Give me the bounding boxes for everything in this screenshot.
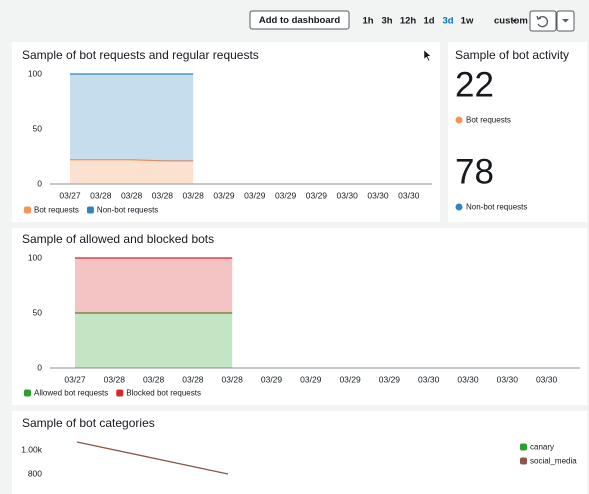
x-tick-label: 03/28 bbox=[121, 190, 143, 200]
area bbox=[70, 159, 194, 184]
caret bbox=[562, 19, 569, 23]
x-tick-label: 03/30 bbox=[337, 190, 359, 200]
legend-swatch bbox=[24, 206, 31, 214]
widget-title: Sample of bot activity bbox=[455, 48, 569, 62]
x-tick-label: 03/30 bbox=[418, 374, 440, 384]
area bbox=[70, 74, 194, 161]
legend-label: canary bbox=[530, 443, 554, 452]
y-tick-label: 50 bbox=[33, 123, 43, 133]
x-tick-label: 03/29 bbox=[244, 190, 266, 200]
x-tick-label: 03/30 bbox=[398, 190, 420, 200]
y-tick-label: 1.00k bbox=[21, 444, 43, 454]
line bbox=[76, 441, 229, 475]
legend-swatch bbox=[24, 389, 31, 397]
caret bbox=[512, 20, 517, 23]
panel bbox=[448, 42, 587, 222]
legend-swatch bbox=[455, 203, 463, 211]
y-tick-label: 50 bbox=[33, 307, 43, 317]
x-tick-label: 03/28 bbox=[143, 374, 165, 384]
x-tick-label: 03/29 bbox=[379, 374, 401, 384]
legend-label: Allowed bot requests bbox=[34, 389, 108, 398]
legend-label: Blocked bot requests bbox=[126, 389, 201, 398]
x-tick-label: 03/29 bbox=[213, 190, 235, 200]
stat-value: 78 bbox=[455, 152, 494, 191]
widget-title: Sample of allowed and blocked bots bbox=[22, 232, 214, 246]
time-range[interactable]: 1w bbox=[461, 16, 474, 27]
x-tick-label: 03/27 bbox=[59, 190, 81, 200]
x-tick-label: 03/30 bbox=[457, 374, 479, 384]
x-tick-label: 03/29 bbox=[306, 190, 328, 200]
stat-label: Non-bot requests bbox=[466, 203, 527, 212]
legend-swatch bbox=[455, 116, 463, 124]
add-button[interactable] bbox=[249, 10, 350, 30]
time-range[interactable]: 1d bbox=[423, 16, 434, 27]
x-tick-label: 03/30 bbox=[497, 374, 519, 384]
refresh-button[interactable] bbox=[529, 10, 557, 32]
x-tick-label: 03/28 bbox=[90, 190, 112, 200]
legend-label: Bot requests bbox=[34, 206, 79, 215]
time-range[interactable]: custom bbox=[494, 16, 528, 27]
y-tick-label: 800 bbox=[28, 468, 42, 478]
stat-label: Bot requests bbox=[466, 116, 511, 125]
x-tick-label: 03/28 bbox=[152, 190, 174, 200]
legend-label: social_media bbox=[530, 457, 577, 466]
x-tick-label: 03/30 bbox=[536, 374, 558, 384]
x-tick-label: 03/28 bbox=[183, 190, 205, 200]
x-tick-label: 03/29 bbox=[275, 190, 297, 200]
x-tick-label: 03/29 bbox=[261, 374, 283, 384]
time-range[interactable]: 12h bbox=[400, 16, 417, 27]
add-button-label[interactable]: Add to dashboard bbox=[259, 15, 340, 26]
legend-swatch bbox=[520, 443, 527, 451]
widget-title: Sample of bot requests and regular reque… bbox=[22, 48, 259, 62]
area-line bbox=[70, 159, 194, 162]
x-tick-label: 03/30 bbox=[367, 190, 389, 200]
panel bbox=[12, 411, 587, 494]
area bbox=[75, 258, 233, 313]
y-tick-label: 0 bbox=[37, 178, 42, 188]
stat-value: 22 bbox=[455, 65, 494, 104]
x-tick-label: 03/28 bbox=[222, 374, 244, 384]
area bbox=[75, 313, 233, 368]
widget-title: Sample of bot categories bbox=[22, 416, 155, 430]
legend-label: Non-bot requests bbox=[97, 206, 158, 215]
y-tick-label: 100 bbox=[28, 252, 42, 262]
y-tick-label: 0 bbox=[37, 362, 42, 372]
refresh-icon bbox=[536, 15, 548, 28]
legend-swatch bbox=[116, 389, 124, 397]
panel bbox=[12, 42, 440, 222]
x-tick-label: 03/28 bbox=[104, 374, 126, 384]
legend-swatch bbox=[520, 457, 527, 465]
time-range[interactable]: 3d bbox=[442, 16, 453, 27]
y-tick-label: 100 bbox=[28, 68, 42, 78]
x-tick-label: 03/29 bbox=[339, 374, 361, 384]
time-range[interactable]: 3h bbox=[381, 16, 392, 27]
x-tick-label: 03/28 bbox=[182, 374, 204, 384]
legend-swatch bbox=[86, 206, 94, 214]
time-range[interactable]: 1h bbox=[362, 16, 373, 27]
x-tick-label: 03/27 bbox=[64, 374, 86, 384]
x-tick-label: 03/29 bbox=[300, 374, 322, 384]
cursor bbox=[423, 49, 432, 62]
